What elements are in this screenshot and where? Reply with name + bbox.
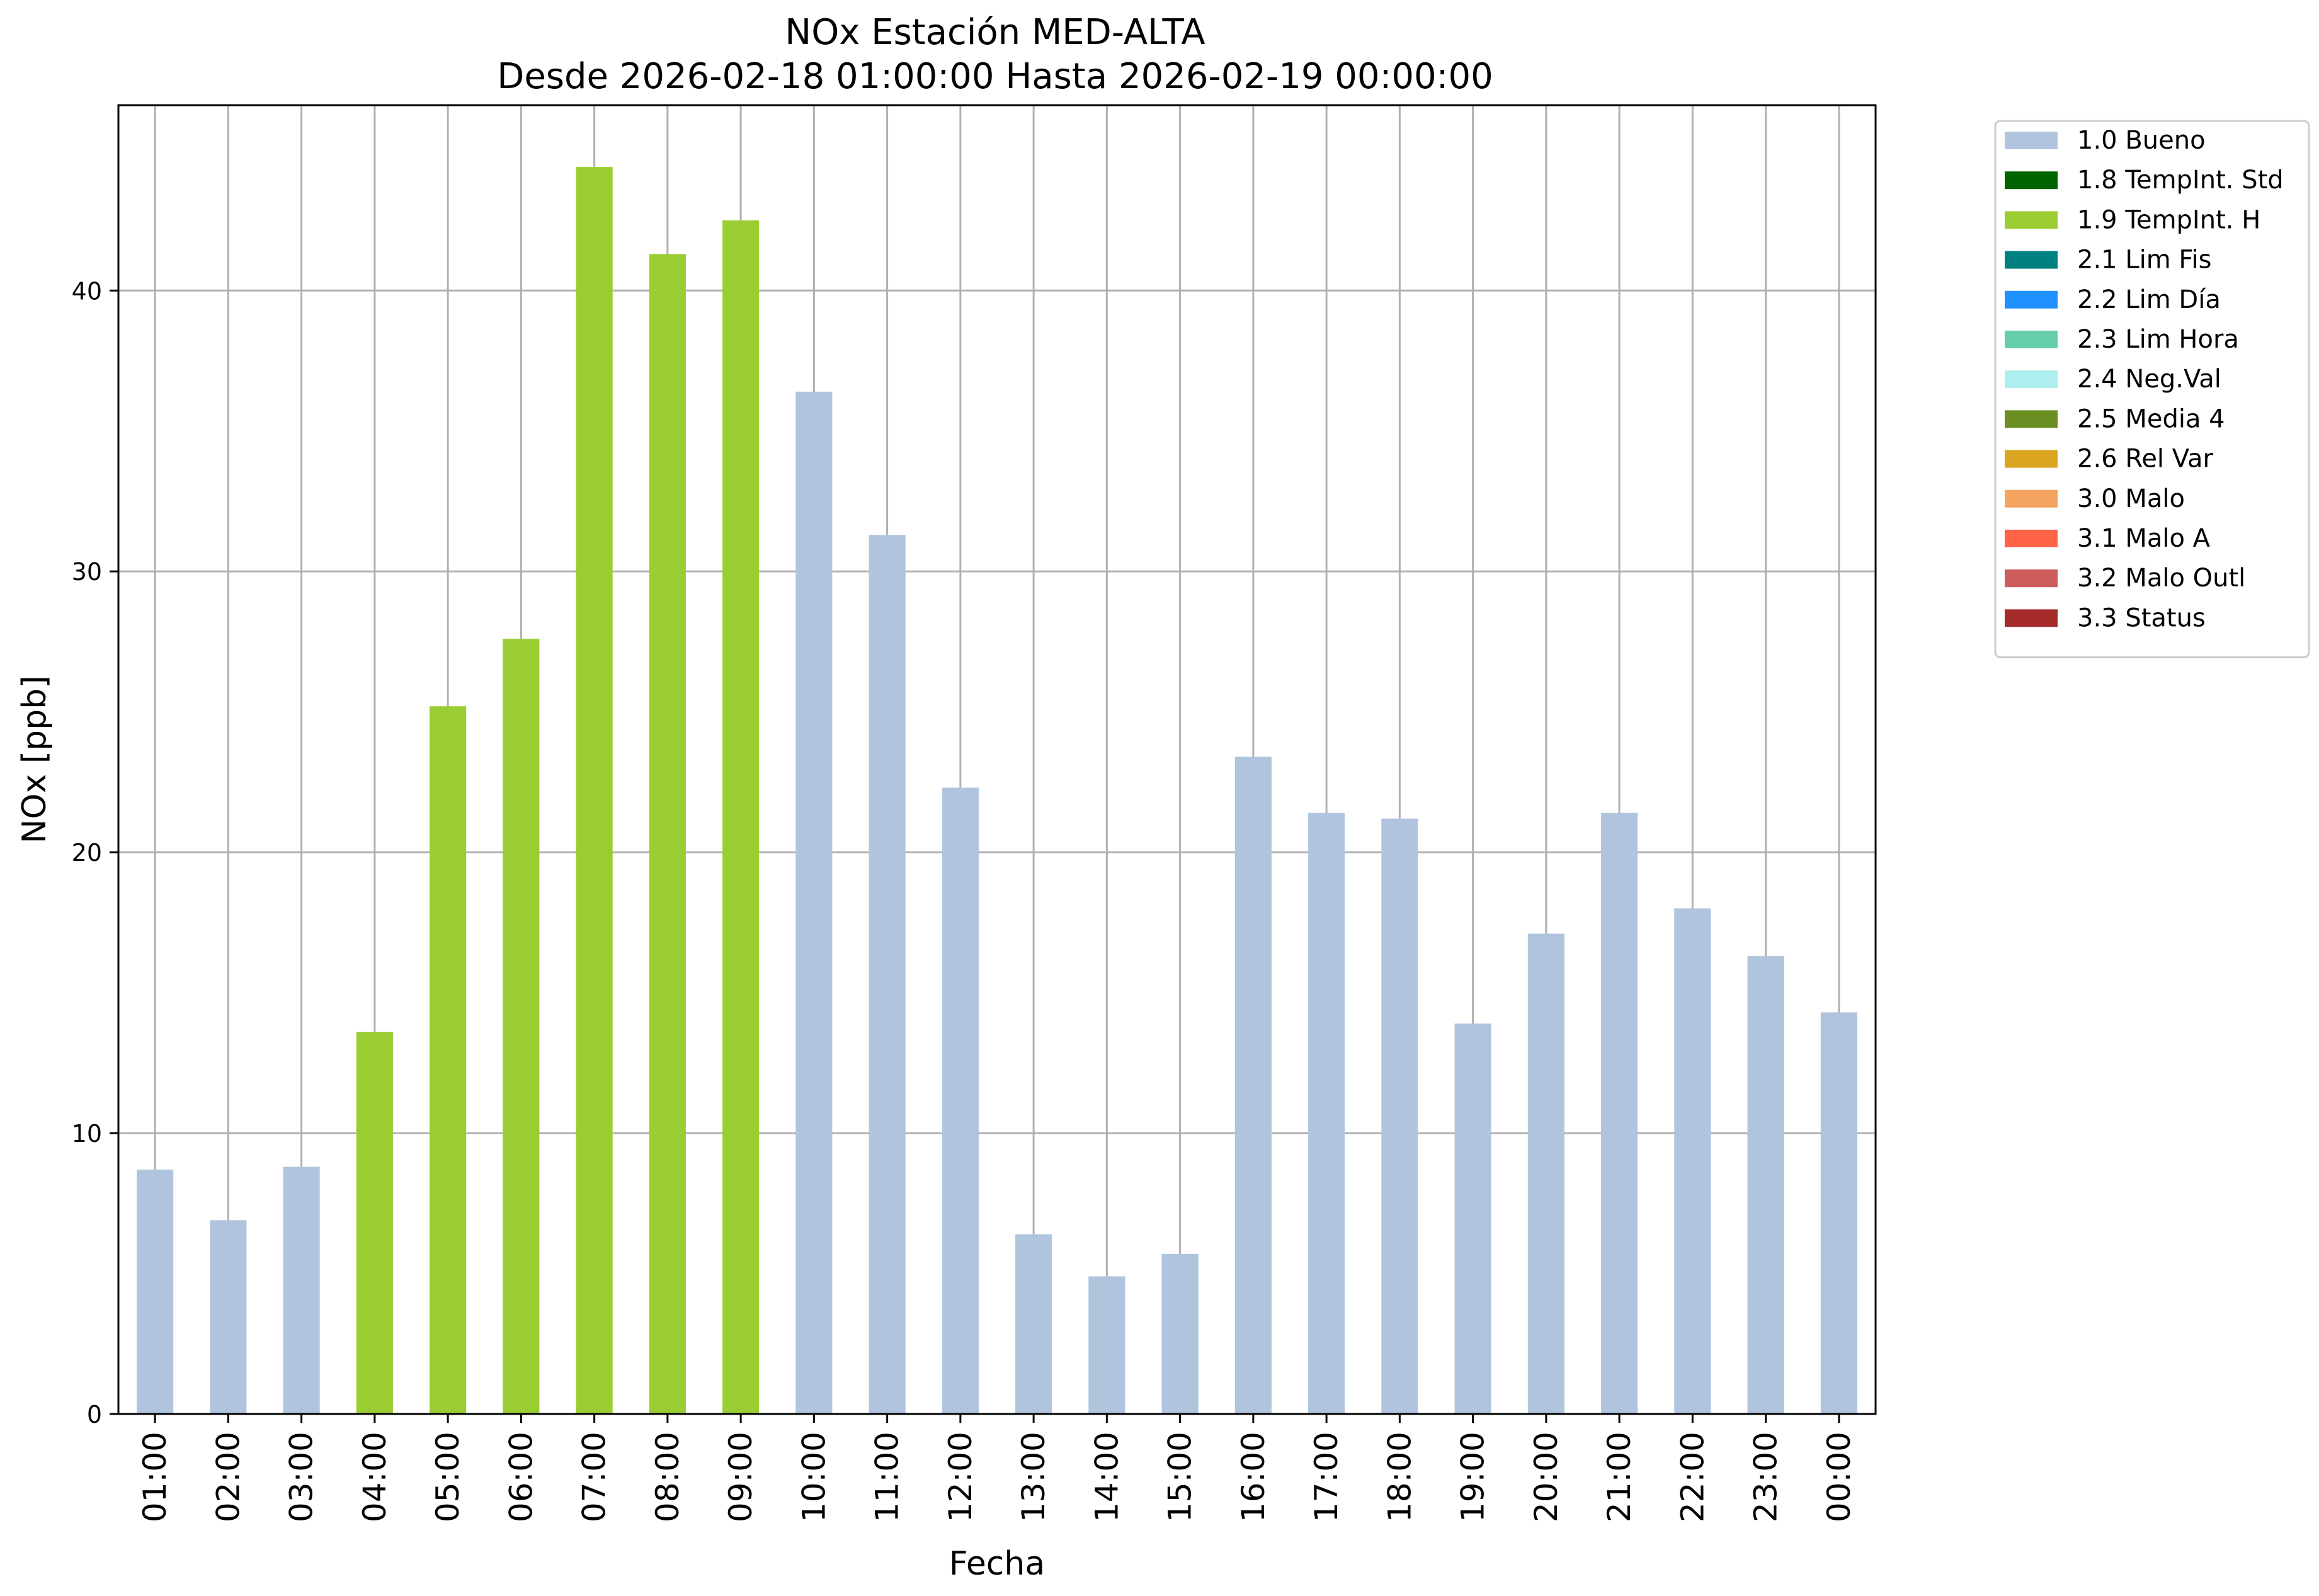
bar <box>1674 908 1711 1414</box>
bar <box>722 220 760 1414</box>
bar <box>576 167 613 1414</box>
x-axis-label: Fecha <box>949 1545 1045 1583</box>
legend-swatch <box>2005 370 2058 389</box>
bar <box>869 535 906 1415</box>
x-tick-label: 00:00 <box>1821 1432 1857 1522</box>
y-axis: 0 10 20 30 40 <box>72 277 118 1428</box>
legend-swatch <box>2005 569 2058 588</box>
x-tick-label: 14:00 <box>1088 1432 1125 1522</box>
plot-frame <box>117 104 1877 1415</box>
x-tick-label: 21:00 <box>1601 1432 1638 1522</box>
x-tick-label: 02:00 <box>210 1432 246 1522</box>
bar <box>1308 812 1345 1414</box>
bar <box>137 1170 174 1414</box>
legend-label: 2.6 Rel Var <box>2077 445 2214 474</box>
chart-title: NOx Estación MED-ALTA <box>785 12 1205 53</box>
bar <box>1527 933 1564 1414</box>
legend-swatch <box>2005 132 2058 149</box>
y-tick-label: 10 <box>72 1120 102 1148</box>
x-tick-label: 22:00 <box>1674 1432 1711 1522</box>
x-tick-label: 04:00 <box>356 1432 393 1522</box>
legend-label: 3.1 Malo A <box>2077 524 2211 553</box>
x-tick-label: 10:00 <box>795 1432 832 1522</box>
bar <box>1015 1234 1052 1414</box>
bar <box>942 787 979 1414</box>
bar <box>210 1220 247 1414</box>
legend-label: 3.2 Malo Outl <box>2077 564 2245 593</box>
legend-label: 3.0 Malo <box>2077 484 2185 513</box>
bar <box>1381 818 1418 1414</box>
x-tick-label: 03:00 <box>283 1432 320 1522</box>
legend-label: 2.1 Lim Fis <box>2077 246 2211 275</box>
legend-swatch <box>2005 290 2058 309</box>
bar <box>795 391 833 1414</box>
legend-swatch <box>2005 410 2058 428</box>
x-tick-label: 06:00 <box>503 1432 539 1522</box>
legend-label: 2.2 Lim Día <box>2077 285 2221 314</box>
x-tick-label: 01:00 <box>137 1432 173 1522</box>
x-tick-label: 16:00 <box>1235 1432 1272 1522</box>
bar <box>649 254 686 1414</box>
bars <box>137 167 1857 1415</box>
bar <box>1601 812 1638 1414</box>
chart-subtitle: Desde 2026-02-18 01:00:00 Hasta 2026-02-… <box>497 56 1493 97</box>
x-tick-label: 07:00 <box>576 1432 613 1522</box>
x-tick-label: 19:00 <box>1455 1432 1491 1522</box>
x-tick-label: 09:00 <box>722 1432 759 1522</box>
x-tick-label: 08:00 <box>649 1432 686 1522</box>
legend-box <box>1994 120 2310 659</box>
y-tick-label: 0 <box>87 1401 102 1428</box>
x-axis: 01:00 02:00 03:00 04:00 05:00 06:00 07:00 08:00… <box>137 1414 1857 1522</box>
bar <box>503 639 540 1415</box>
x-tick-label: 12:00 <box>942 1432 979 1522</box>
y-tick-label: 20 <box>72 839 102 867</box>
bar <box>1454 1023 1491 1414</box>
bar <box>1088 1276 1125 1414</box>
legend-swatch <box>2005 450 2058 468</box>
y-tick-label: 30 <box>72 558 102 586</box>
y-axis-label: NOx [ppb] <box>16 676 54 844</box>
bar <box>430 706 467 1414</box>
legend-label: 1.9 TempInt. H <box>2077 205 2260 234</box>
legend-swatch <box>2005 171 2058 190</box>
legend-swatch <box>2005 211 2058 229</box>
x-tick-label: 13:00 <box>1015 1432 1052 1522</box>
bar <box>1234 756 1272 1414</box>
legend-label: 1.0 Bueno <box>2077 126 2206 155</box>
x-tick-label: 17:00 <box>1308 1432 1345 1522</box>
x-tick-label: 05:00 <box>430 1432 466 1522</box>
legend-label: 1.8 TempInt. Std <box>2077 166 2284 195</box>
bar <box>1747 956 1784 1414</box>
x-tick-label: 11:00 <box>869 1432 906 1522</box>
legend-swatch <box>2005 489 2058 508</box>
x-tick-label: 23:00 <box>1748 1432 1784 1522</box>
legend-label: 2.3 Lim Hora <box>2077 325 2239 354</box>
x-tick-label: 15:00 <box>1162 1432 1199 1522</box>
legend-label: 2.4 Neg.Val <box>2077 365 2221 394</box>
x-tick-label: 18:00 <box>1381 1432 1418 1522</box>
legend-swatch <box>2005 530 2058 547</box>
legend-swatch <box>2005 331 2058 348</box>
x-tick-label: 20:00 <box>1528 1432 1564 1522</box>
bar <box>1820 1012 1857 1414</box>
bar <box>1161 1253 1199 1414</box>
legend-swatch <box>2005 609 2058 627</box>
legend-swatch <box>2005 251 2058 269</box>
legend-label: 2.5 Media 4 <box>2077 404 2225 433</box>
y-tick-label: 40 <box>72 277 102 305</box>
legend-label: 3.3 Status <box>2077 603 2206 632</box>
bar <box>283 1166 320 1414</box>
legend: 1.0 Bueno 1.8 TempInt. Std 1.9 TempInt. H 2… <box>1994 120 2310 659</box>
bar <box>356 1032 393 1414</box>
